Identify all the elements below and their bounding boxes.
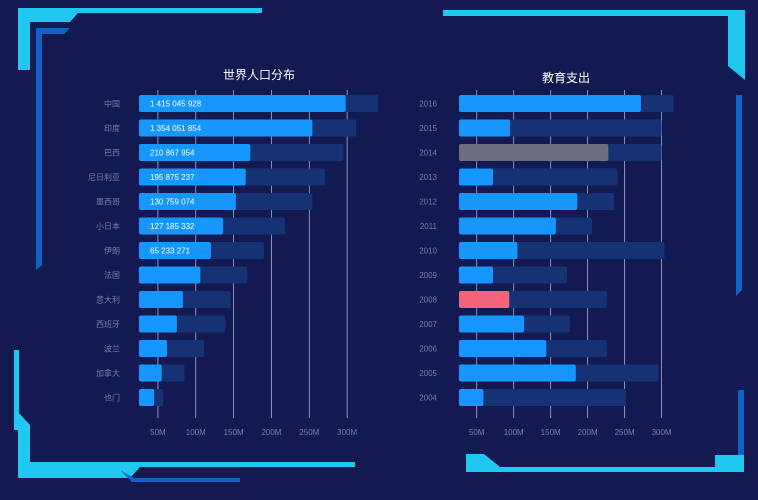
category-label: 尼日利亚 <box>88 172 120 182</box>
bar-value-label: 1 415 045 928 <box>150 100 202 109</box>
bar-0-3 <box>139 168 246 186</box>
chart-title-population: 世界人口分布 <box>223 68 295 82</box>
category-label: 波兰 <box>104 344 120 354</box>
bar-0-10 <box>139 340 168 357</box>
category-label: 2006 <box>419 345 437 354</box>
bar-1-9 <box>459 315 525 333</box>
x-tick-label: 100M <box>186 428 206 437</box>
bar-0-1 <box>139 119 313 137</box>
bar-1-6 <box>459 242 518 259</box>
category-label: 西班牙 <box>96 319 120 329</box>
x-tick-label: 100M <box>504 428 524 437</box>
chart-population: 世界人口分布 1 415 045 928 1 354 051 854 210 867… <box>88 68 379 437</box>
bar-0-0 <box>139 95 346 112</box>
category-label: 2005 <box>419 369 437 378</box>
bar-1-8 <box>459 291 510 308</box>
category-label: 加拿大 <box>96 368 120 378</box>
category-label: 印度 <box>104 123 120 133</box>
bar-0-6 <box>139 242 211 259</box>
bar-1-10 <box>459 340 547 357</box>
bar-value-label: 65 233 271 <box>150 247 191 256</box>
bar-value-label: 210 867 954 <box>150 149 195 158</box>
category-label: 2016 <box>419 100 437 109</box>
category-label: 伊朗 <box>104 246 120 256</box>
chart-education: 教育支出 2016 2015 2014 2013 2012 2011 2010 2009 200… <box>419 70 674 437</box>
x-tick-label: 50M <box>469 428 485 437</box>
x-tick-label: 150M <box>224 428 244 437</box>
bar-0-8 <box>139 291 183 308</box>
x-tick-label: 300M <box>652 428 672 437</box>
bar-0-2 <box>139 144 251 161</box>
category-label: 2011 <box>420 222 438 231</box>
x-tick-label: 250M <box>299 428 319 437</box>
x-ticks-population: 50M 100M 150M 200M 250M 300M <box>150 428 357 437</box>
category-label: 2014 <box>419 149 437 158</box>
category-label: 墨西哥 <box>96 198 120 207</box>
x-ticks-education: 50M 100M 150M 200M 250M 300M <box>469 428 672 437</box>
category-label: 2012 <box>419 198 437 207</box>
bar-1-12 <box>459 389 484 406</box>
bar-value-label: 130 759 074 <box>150 198 195 207</box>
bar-1-0 <box>459 95 641 112</box>
bar-value-label: 127 185 332 <box>150 222 195 231</box>
category-label: 意大利 <box>96 295 120 305</box>
x-tick-label: 200M <box>261 428 281 437</box>
bar-0-12 <box>139 389 155 406</box>
x-tick-label: 150M <box>541 428 561 437</box>
bar-1-7 <box>459 266 494 284</box>
left-bottom-frame <box>14 350 355 482</box>
right-bottom-frame <box>466 390 744 472</box>
category-label: 2013 <box>419 173 437 182</box>
category-label: 也门 <box>104 393 120 403</box>
category-label: 中国 <box>104 99 120 109</box>
category-label: 2015 <box>419 124 437 133</box>
bar-1-1 <box>459 119 511 137</box>
bar-1-2 <box>459 144 609 161</box>
category-label: 2009 <box>419 271 437 280</box>
bar-0-4 <box>139 193 236 210</box>
bar-bg-1-3 <box>459 168 618 186</box>
x-tick-label: 300M <box>337 428 357 437</box>
category-label: 2004 <box>419 394 437 403</box>
category-label: 小日本 <box>96 221 120 231</box>
category-label: 2008 <box>419 296 437 305</box>
x-tick-label: 50M <box>150 428 166 437</box>
bars-population: 1 415 045 928 1 354 051 854 210 867 954 195… <box>139 95 379 406</box>
category-label: 2010 <box>419 247 437 256</box>
bar-value-label: 195 875 237 <box>150 173 195 182</box>
bar-0-9 <box>139 315 177 333</box>
bar-bg-1-12 <box>459 389 627 406</box>
category-label: 巴西 <box>104 149 120 158</box>
bar-value-label: 1 354 051 854 <box>150 124 202 133</box>
category-label: 2007 <box>419 320 437 329</box>
bar-0-11 <box>139 364 162 382</box>
right-top-frame <box>443 10 745 296</box>
bar-1-3 <box>459 168 494 186</box>
bar-1-4 <box>459 193 578 210</box>
bars-education <box>459 95 674 406</box>
bar-1-11 <box>459 364 576 382</box>
bar-1-5 <box>459 217 556 235</box>
chart-title-education: 教育支出 <box>542 70 590 85</box>
x-tick-label: 250M <box>615 428 635 437</box>
bar-0-5 <box>139 217 224 235</box>
left-top-frame <box>18 8 262 270</box>
bar-0-7 <box>139 266 201 284</box>
category-label: 法国 <box>104 270 120 280</box>
x-tick-label: 200M <box>578 428 598 437</box>
category-labels-education: 2016 2015 2014 2013 2012 2011 2010 2009 2008 2007… <box>419 100 437 403</box>
